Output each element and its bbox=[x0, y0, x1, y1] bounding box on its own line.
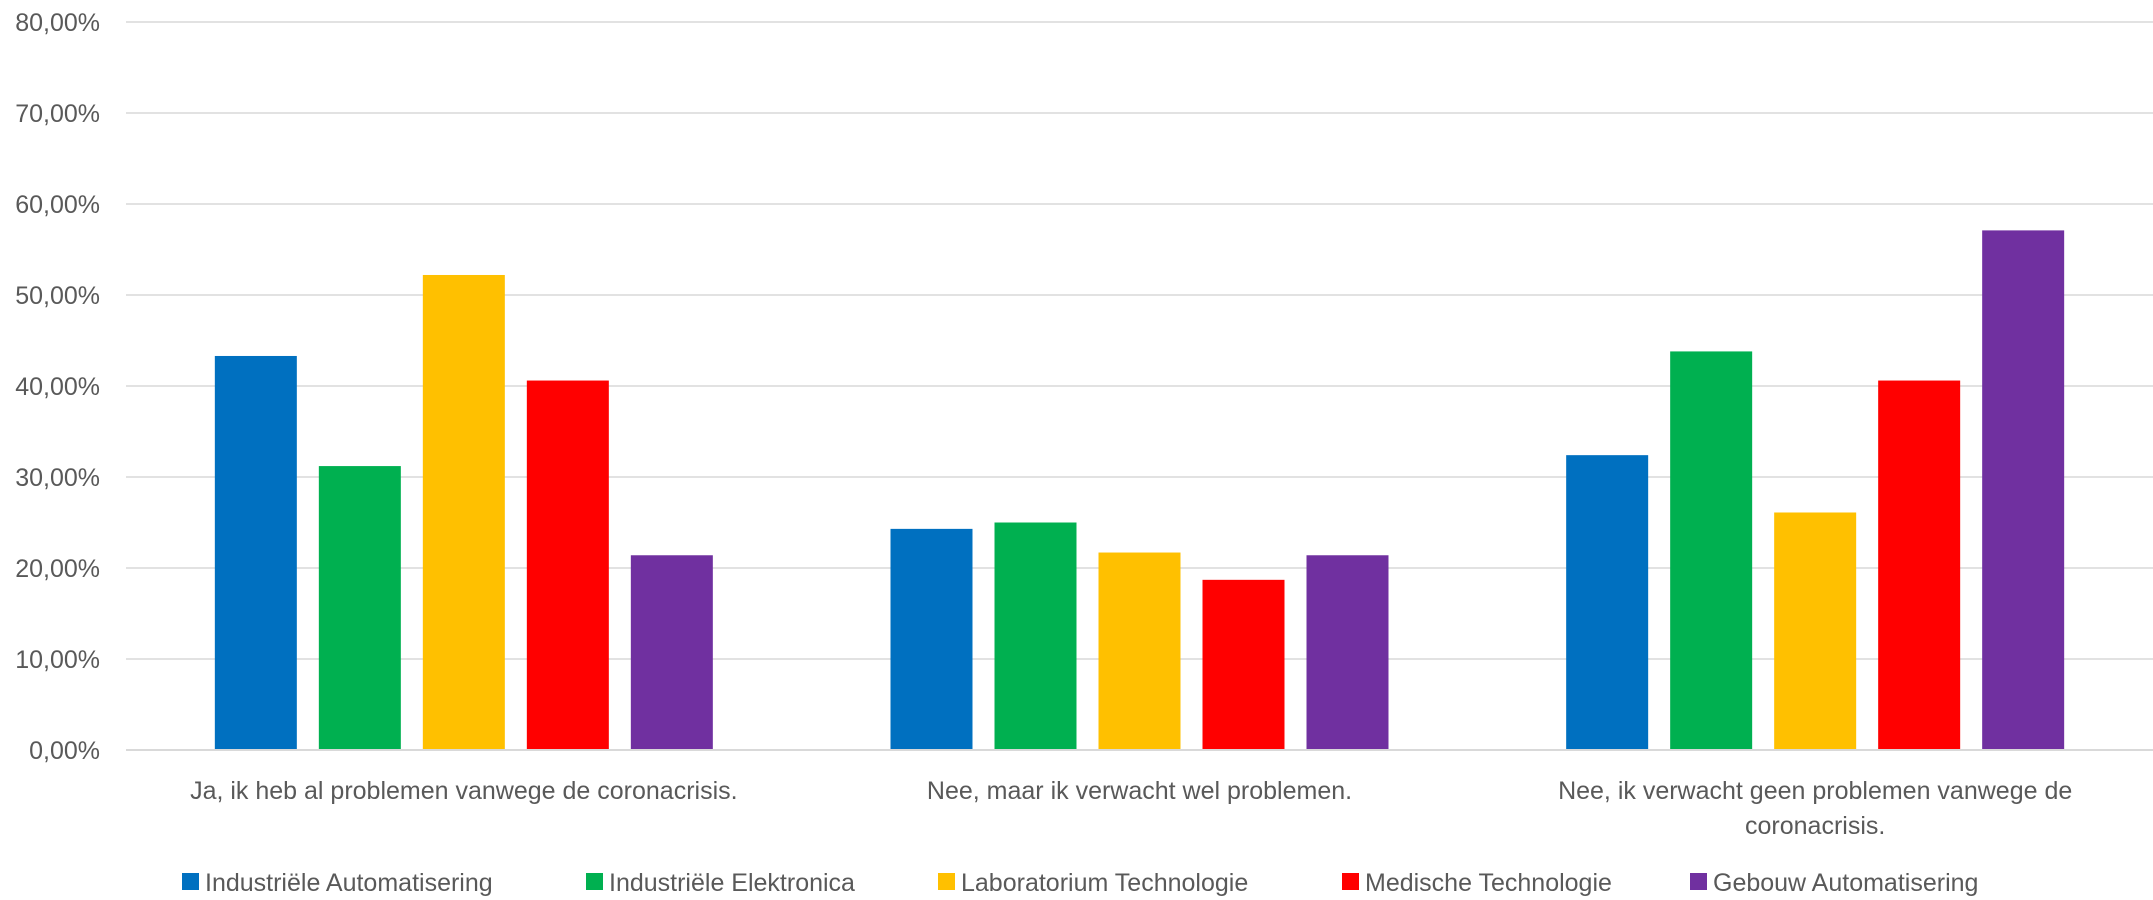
legend-label: Gebouw Automatisering bbox=[1713, 869, 1978, 897]
category-label: coronacrisis. bbox=[1745, 812, 1885, 840]
category-label: Nee, ik verwacht geen problemen vanwege … bbox=[1558, 777, 2072, 805]
bar bbox=[1098, 552, 1181, 750]
y-tick-label: 20,00% bbox=[15, 555, 100, 583]
bar bbox=[526, 380, 609, 750]
category-labels: Ja, ik heb al problemen vanwege de coron… bbox=[190, 777, 2072, 840]
legend-swatch bbox=[586, 873, 603, 890]
bar bbox=[422, 274, 505, 750]
y-tick-label: 70,00% bbox=[15, 100, 100, 128]
legend-swatch bbox=[1342, 873, 1359, 890]
bar bbox=[1566, 455, 1649, 750]
bar bbox=[890, 528, 973, 750]
y-tick-label: 40,00% bbox=[15, 373, 100, 401]
bar bbox=[1774, 512, 1857, 750]
bar bbox=[1202, 579, 1285, 750]
y-tick-label: 60,00% bbox=[15, 191, 100, 219]
y-tick-label: 50,00% bbox=[15, 282, 100, 310]
legend-swatch bbox=[1690, 873, 1707, 890]
bar bbox=[318, 466, 401, 750]
bar bbox=[994, 522, 1077, 750]
legend-label: Industriële Elektronica bbox=[609, 869, 855, 897]
y-tick-label: 30,00% bbox=[15, 464, 100, 492]
legend-swatch bbox=[938, 873, 955, 890]
bar bbox=[1878, 380, 1961, 750]
legend-label: Industriële Automatisering bbox=[205, 869, 493, 897]
bar bbox=[214, 355, 297, 750]
y-tick-label: 10,00% bbox=[15, 646, 100, 674]
category-label: Ja, ik heb al problemen vanwege de coron… bbox=[190, 777, 738, 805]
bar bbox=[1982, 230, 2065, 750]
bar bbox=[1670, 351, 1753, 750]
legend: Industriële Automatisering Industriële El… bbox=[182, 869, 1978, 897]
bar bbox=[630, 555, 713, 750]
y-axis-tick-labels: 0,00% 10,00% 20,00% 30,00% 40,00% 50,00% 60,00… bbox=[15, 9, 100, 765]
y-tick-label: 0,00% bbox=[29, 737, 100, 765]
legend-label: Laboratorium Technologie bbox=[961, 869, 1248, 897]
category-label: Nee, maar ik verwacht wel problemen. bbox=[927, 777, 1352, 805]
bars bbox=[214, 230, 2065, 750]
legend-label: Medische Technologie bbox=[1365, 869, 1612, 897]
bar bbox=[1306, 555, 1389, 750]
legend-swatch bbox=[182, 873, 199, 890]
y-tick-label: 80,00% bbox=[15, 9, 100, 37]
